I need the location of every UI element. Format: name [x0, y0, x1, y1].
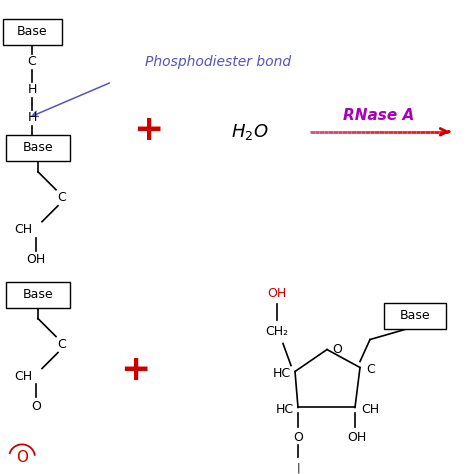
Text: OH: OH: [347, 431, 366, 444]
Text: $H_2O$: $H_2O$: [231, 122, 269, 142]
Text: CH₂: CH₂: [265, 325, 289, 338]
Text: O: O: [332, 343, 342, 356]
Text: CH: CH: [14, 370, 32, 383]
Text: C: C: [58, 338, 66, 351]
Text: |: |: [296, 462, 300, 473]
Text: HC: HC: [276, 403, 294, 416]
Text: OH: OH: [27, 253, 46, 266]
FancyBboxPatch shape: [384, 302, 446, 328]
Text: +: +: [120, 353, 150, 386]
Text: C: C: [58, 191, 66, 204]
Text: OH: OH: [267, 287, 287, 300]
Text: RNase A: RNase A: [343, 109, 415, 123]
Text: Base: Base: [23, 288, 53, 301]
Text: O: O: [16, 450, 28, 465]
Text: +: +: [133, 113, 163, 147]
Text: Phosphodiester bond: Phosphodiester bond: [145, 55, 291, 69]
Text: Base: Base: [23, 141, 53, 155]
Text: H: H: [27, 111, 36, 124]
Text: Base: Base: [400, 309, 430, 322]
Text: C: C: [27, 55, 36, 68]
Text: CH: CH: [361, 403, 379, 416]
Text: C: C: [366, 363, 375, 376]
FancyBboxPatch shape: [2, 19, 62, 45]
Text: O: O: [31, 400, 41, 413]
Text: HC: HC: [273, 367, 291, 380]
FancyBboxPatch shape: [6, 135, 70, 161]
Text: CH: CH: [14, 223, 32, 236]
Text: O: O: [293, 431, 303, 444]
FancyBboxPatch shape: [6, 282, 70, 308]
Text: Base: Base: [17, 26, 47, 38]
Text: H: H: [27, 83, 36, 96]
